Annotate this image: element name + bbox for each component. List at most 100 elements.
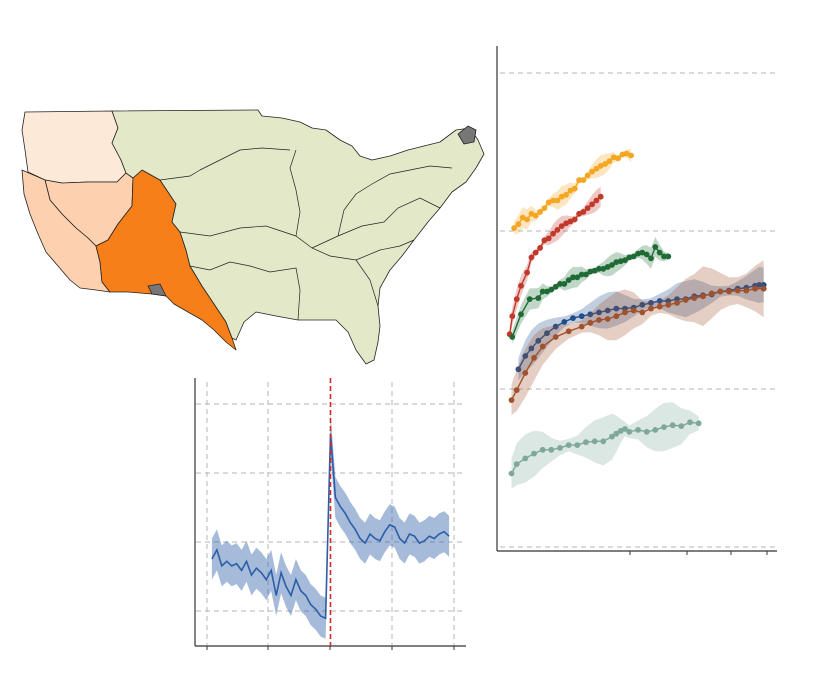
x-axis-ticks bbox=[629, 551, 768, 555]
data-point-brown bbox=[656, 303, 663, 310]
data-point-blue bbox=[552, 323, 559, 330]
data-point-brown bbox=[674, 300, 680, 306]
data-point-red bbox=[558, 223, 565, 230]
data-point-green bbox=[570, 274, 576, 281]
data-point-red bbox=[513, 296, 520, 302]
data-point-yellow bbox=[615, 155, 621, 162]
data-point-yellow bbox=[623, 150, 630, 157]
data-point-blue bbox=[613, 305, 620, 312]
data-point-pale-teal bbox=[583, 439, 589, 446]
data-point-blue bbox=[544, 330, 550, 337]
data-point-yellow bbox=[589, 168, 595, 175]
confidence-band-pale-teal bbox=[511, 402, 699, 489]
data-point-red bbox=[550, 230, 556, 237]
data-point-green bbox=[648, 255, 654, 262]
data-point-green bbox=[596, 265, 602, 272]
data-point-brown bbox=[700, 293, 706, 300]
data-point-green bbox=[613, 259, 620, 265]
map-region-missing-south bbox=[147, 283, 167, 297]
data-point-green bbox=[661, 253, 667, 260]
data-point-green bbox=[665, 253, 672, 260]
data-point-pale-teal bbox=[669, 422, 676, 429]
series-pale-teal bbox=[508, 402, 702, 489]
data-point-brown bbox=[726, 288, 732, 295]
data-point-green bbox=[552, 283, 559, 290]
data-point-yellow bbox=[511, 225, 517, 231]
data-point-brown bbox=[743, 287, 750, 294]
data-point-pale-teal bbox=[622, 426, 628, 432]
event-study-chart bbox=[194, 378, 466, 650]
data-point-green bbox=[535, 295, 542, 301]
data-point-blue bbox=[578, 313, 585, 320]
data-point-yellow bbox=[519, 214, 526, 221]
data-point-pale-teal bbox=[557, 445, 563, 451]
regional-trends-chart bbox=[496, 46, 777, 555]
data-point-pale-teal bbox=[513, 461, 520, 467]
data-point-brown bbox=[622, 309, 628, 316]
data-point-yellow bbox=[545, 199, 552, 206]
data-point-yellow bbox=[571, 185, 578, 192]
data-point-brown bbox=[613, 313, 620, 320]
data-point-yellow bbox=[580, 177, 587, 184]
data-point-green bbox=[557, 281, 563, 287]
data-point-pale-teal bbox=[613, 430, 620, 437]
data-point-yellow bbox=[554, 197, 561, 204]
data-point-red bbox=[589, 201, 595, 208]
data-point-blue bbox=[648, 300, 654, 306]
data-point-green bbox=[652, 244, 659, 250]
data-point-brown bbox=[734, 287, 741, 294]
data-point-pale-teal bbox=[539, 446, 546, 453]
data-point-pale-teal bbox=[609, 433, 615, 440]
event-study-series bbox=[211, 413, 450, 639]
data-point-pale-teal bbox=[600, 438, 607, 445]
data-point-green bbox=[565, 277, 572, 283]
data-point-green bbox=[561, 281, 568, 287]
data-point-brown bbox=[513, 387, 520, 393]
data-point-blue bbox=[522, 353, 529, 359]
data-point-blue bbox=[561, 319, 568, 325]
data-point-yellow bbox=[606, 158, 613, 165]
confidence-band-brown bbox=[511, 260, 764, 416]
data-point-yellow bbox=[597, 163, 604, 169]
data-point-brown bbox=[587, 319, 594, 326]
series-line-blue-series bbox=[211, 433, 450, 620]
data-point-green bbox=[583, 271, 589, 278]
data-point-brown bbox=[665, 301, 672, 308]
data-point-pale-teal bbox=[643, 428, 650, 435]
data-point-blue bbox=[535, 337, 542, 344]
data-point-red bbox=[518, 282, 524, 289]
series-red bbox=[506, 186, 604, 341]
data-point-green bbox=[578, 271, 585, 278]
data-point-red bbox=[545, 235, 552, 242]
data-point-yellow bbox=[537, 209, 543, 215]
data-point-yellow bbox=[576, 177, 582, 184]
data-point-yellow bbox=[619, 151, 626, 158]
data-point-brown bbox=[630, 307, 637, 314]
data-point-green bbox=[626, 254, 633, 261]
series-blue-series bbox=[211, 413, 450, 639]
data-point-brown bbox=[708, 290, 715, 297]
data-point-green bbox=[526, 296, 533, 302]
data-point-green bbox=[587, 268, 594, 275]
data-point-green bbox=[656, 249, 663, 256]
data-point-green bbox=[630, 253, 637, 260]
data-point-yellow bbox=[602, 161, 608, 167]
data-point-red bbox=[509, 313, 516, 320]
data-point-green bbox=[518, 311, 524, 318]
series-yellow bbox=[511, 148, 634, 235]
data-point-yellow bbox=[593, 165, 600, 172]
data-point-blue bbox=[596, 309, 602, 316]
data-point-brown bbox=[648, 305, 654, 312]
data-point-brown bbox=[596, 317, 602, 323]
data-point-brown bbox=[639, 309, 646, 316]
data-point-blue bbox=[639, 301, 646, 308]
data-point-yellow bbox=[550, 197, 556, 204]
data-point-brown bbox=[682, 297, 689, 303]
data-point-pale-teal bbox=[695, 420, 702, 427]
data-point-green bbox=[639, 249, 646, 256]
x-axis-ticks bbox=[206, 646, 455, 650]
data-point-red bbox=[554, 227, 561, 233]
us-region-map bbox=[21, 109, 485, 365]
regional-trends-series bbox=[506, 148, 767, 489]
